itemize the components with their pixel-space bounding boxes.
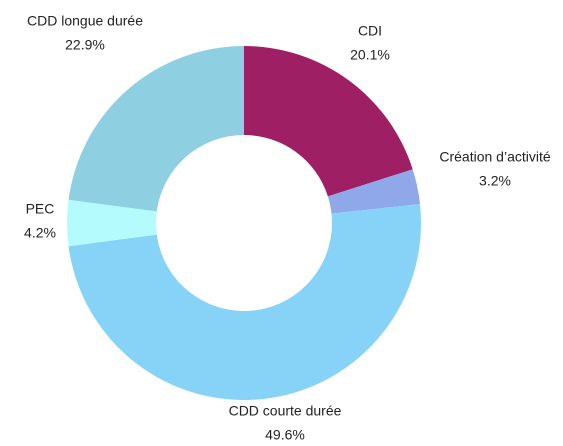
slice-value: 49.6%: [265, 427, 305, 443]
slice-value: 4.2%: [24, 225, 56, 241]
slice-label: CDI: [358, 23, 382, 39]
slice-label: PEC: [26, 201, 55, 217]
slice-label: CDD longue durée: [27, 13, 143, 29]
slice: [68, 204, 421, 400]
slice-value: 20.1%: [350, 47, 390, 63]
slice: [327, 169, 420, 214]
slice: [68, 46, 245, 212]
slice-label: Création d’activité: [439, 149, 550, 165]
slice-value: 3.2%: [479, 173, 511, 189]
slice-value: 22.9%: [65, 37, 105, 53]
slice: [244, 46, 413, 197]
slice: [66, 199, 157, 247]
slice-label: CDD courte durée: [229, 403, 342, 419]
